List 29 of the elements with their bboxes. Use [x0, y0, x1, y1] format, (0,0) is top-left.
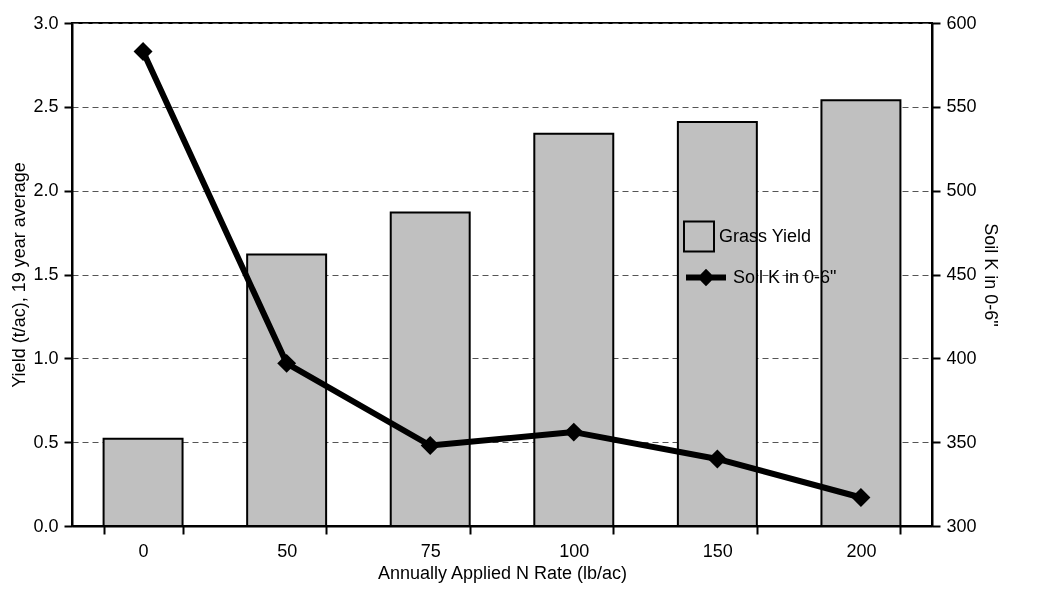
y-tick-label: 0.0 [33, 515, 59, 536]
y-tick-label: 3.0 [33, 12, 59, 33]
y2-tick-label: 350 [946, 431, 977, 452]
y-tick-label: 2.0 [33, 180, 59, 201]
point [277, 354, 296, 373]
x-tick-label: 100 [559, 540, 590, 561]
point [134, 42, 153, 61]
y2-tick-label: 400 [946, 347, 977, 368]
y-tick-label: 0.5 [33, 431, 59, 452]
y-tick-label: 1.5 [33, 264, 59, 284]
y2-tick-label: 600 [946, 12, 977, 33]
x-tick-label: 0 [138, 540, 149, 561]
y2-tick-label: 450 [946, 264, 977, 284]
y2-axis-title: Soil K in 0-6" [980, 223, 1001, 327]
y-axis-title: Yield (t/ac), 19 year average [9, 162, 30, 388]
y-tick-label: 1.0 [33, 347, 59, 368]
point [851, 488, 870, 507]
point [421, 436, 440, 455]
y2-tick-label: 300 [946, 515, 977, 536]
x-tick-label: 50 [277, 540, 298, 561]
x-tick-label: 75 [420, 540, 441, 561]
x-tick-label: 200 [846, 540, 877, 561]
y2-tick-label: 550 [946, 96, 977, 117]
point [708, 449, 727, 468]
y-tick-label: 2.5 [33, 96, 59, 117]
x-tick-label: 150 [702, 540, 733, 561]
x-axis-title: Annually Applied N Rate (lb/ac) [377, 562, 628, 583]
y2-tick-label: 500 [946, 180, 977, 201]
point [564, 423, 583, 442]
